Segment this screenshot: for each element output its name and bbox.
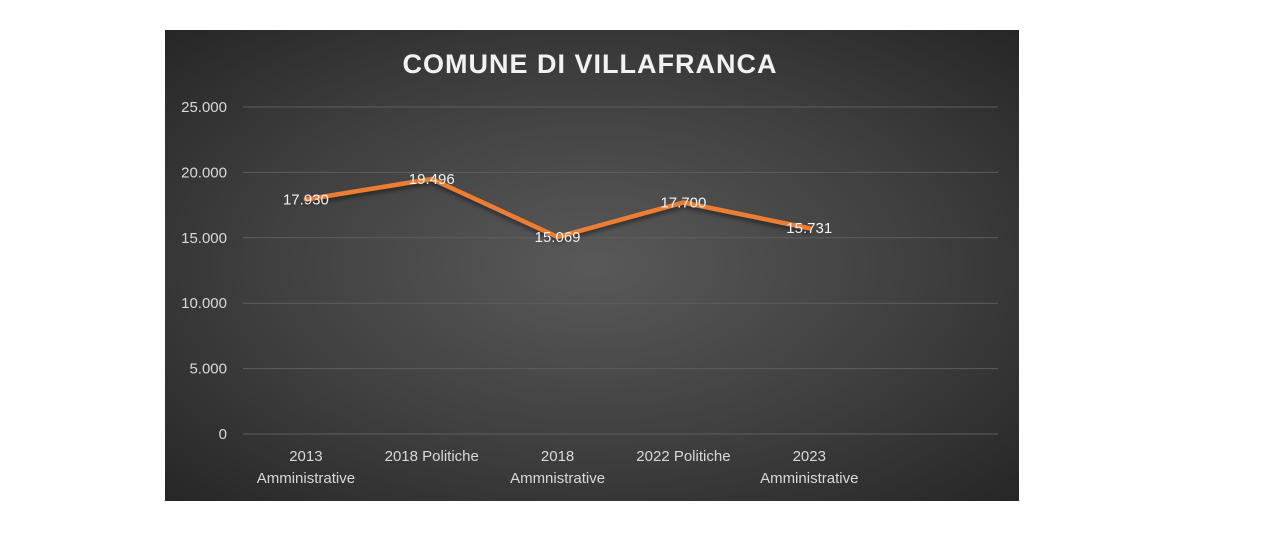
- data-label: 17.930: [283, 191, 329, 208]
- x-tick-label: 2018 Ammnistrative: [510, 448, 605, 487]
- y-tick-label: 5.000: [189, 361, 227, 378]
- x-tick-label: 2023 Amministrative: [760, 448, 858, 487]
- data-label: 19.496: [409, 171, 455, 188]
- y-tick-label: 0: [219, 426, 227, 443]
- x-tick-label: 2022 Politiche: [636, 448, 730, 465]
- y-tick-label: 15.000: [181, 230, 227, 247]
- line-chart: COMUNE DI VILLAFRANCA 0 5.000 10.000 15.000…: [181, 49, 998, 487]
- x-tick-label: 2013 Amministrative: [257, 448, 355, 487]
- y-tick-label: 20.000: [181, 164, 227, 181]
- data-label: 15.731: [786, 220, 832, 237]
- chart-panel: COMUNE DI VILLAFRANCA 0 5.000 10.000 15.000…: [165, 30, 1019, 501]
- chart-title: COMUNE DI VILLAFRANCA: [403, 49, 778, 79]
- data-label: 17.700: [660, 194, 706, 211]
- y-tick-label: 25.000: [181, 99, 227, 116]
- data-label: 15.069: [535, 229, 581, 246]
- x-tick-label: 2018 Politiche: [385, 448, 479, 465]
- y-tick-label: 10.000: [181, 295, 227, 312]
